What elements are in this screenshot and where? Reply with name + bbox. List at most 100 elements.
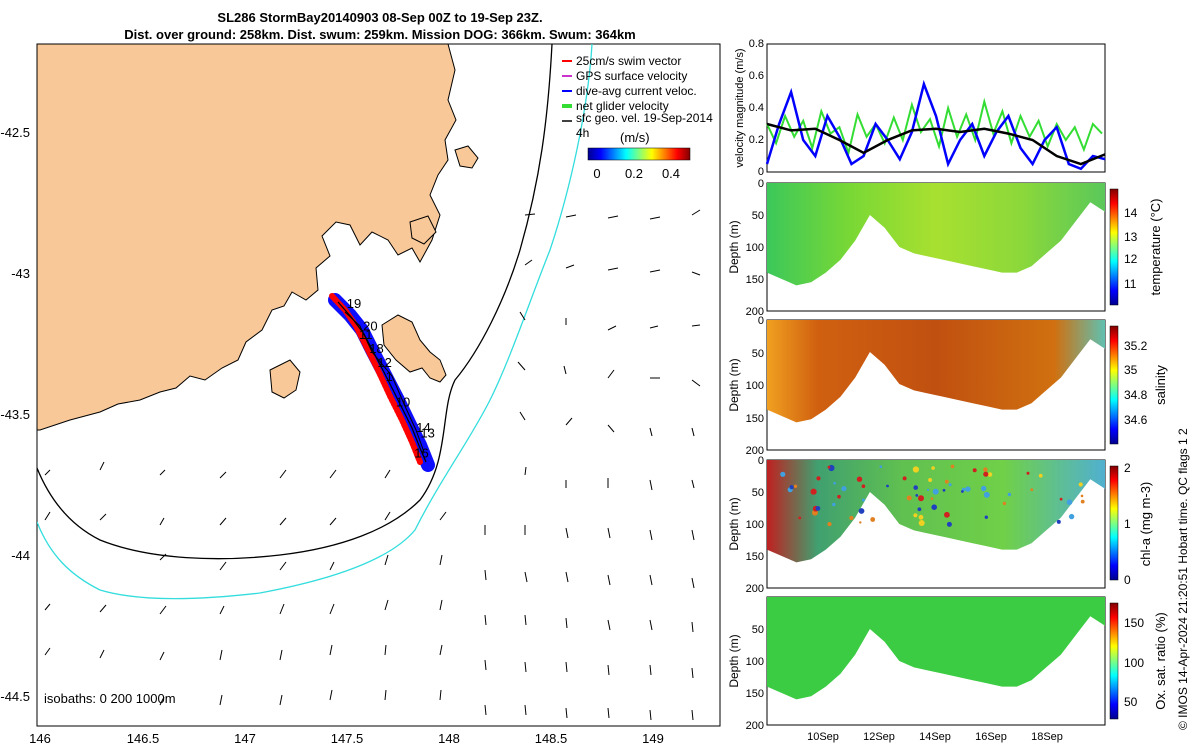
y-tick-label: 0 <box>758 166 764 178</box>
chl-sample-dot <box>832 502 836 507</box>
chl-sample-dot <box>913 485 918 490</box>
chl-sample-dot <box>1056 519 1061 524</box>
chl-sample-dot <box>1026 471 1030 475</box>
y-tick-label: 0.6 <box>749 70 764 82</box>
colorbar-tick: 100 <box>1124 656 1144 670</box>
chl-sample-dot <box>886 484 889 488</box>
chl-sample-dot <box>932 488 939 495</box>
map-legend: 25cm/s swim vector GPS surface velocity … <box>562 54 713 181</box>
chl-sample-dot <box>913 513 918 518</box>
colorbar-tick: 13 <box>1124 230 1138 244</box>
x-tick-label: 14Sep <box>919 731 951 743</box>
y-tick-label: 200 <box>746 583 764 595</box>
y-tick-label: 100 <box>746 242 764 254</box>
track-day-label: 12 <box>377 355 391 370</box>
x-tick-label: 10Sep <box>807 731 839 743</box>
chl-sample-dot <box>965 486 971 492</box>
x-tick-label: 18Sep <box>1031 731 1063 743</box>
series-line-dive-avg-velocity <box>765 79 1106 171</box>
section-fill <box>767 320 1105 423</box>
track-day-label: 19 <box>347 296 361 311</box>
y-tick-label: 100 <box>746 656 764 668</box>
colorbar-label: temperature (°C) <box>1148 199 1163 296</box>
x-tick-label: 148.5 <box>535 731 568 746</box>
track-day-label: 20 <box>363 318 377 333</box>
colorbar-tick: 34.8 <box>1124 388 1148 402</box>
chl-sample-dot <box>942 488 946 492</box>
track-day-label: 16 <box>414 445 428 460</box>
chl-sample-dot <box>879 465 883 469</box>
chl-sample-dot <box>833 481 836 485</box>
y-tick-label: -44.5 <box>0 689 30 704</box>
section-fill <box>767 460 1105 563</box>
track-day-label: 10 <box>396 395 410 410</box>
colorbar-tick: 1 <box>1124 517 1131 531</box>
series-line-mean-velocity <box>766 122 1106 166</box>
y-tick-label: 150 <box>746 688 764 700</box>
colorbar-tick: 150 <box>1124 616 1144 630</box>
chl-sample-dot <box>918 495 924 502</box>
salinity-colorbar <box>1109 325 1119 445</box>
chl-sample-dot <box>944 479 949 484</box>
chl-sample-dot <box>946 521 952 527</box>
track-day-label: 13 <box>420 426 434 441</box>
y-tick-label: 150 <box>746 551 764 563</box>
chl-sample-dot <box>983 467 988 472</box>
y-axis-label: Depth (m) <box>727 634 741 687</box>
chl-sample-dot <box>861 498 865 502</box>
legend-entry: 25cm/s swim vector <box>576 54 681 68</box>
colorbar-label: Ox. sat. ratio (%) <box>1153 612 1168 710</box>
glider-track <box>328 293 435 472</box>
chl-sample-dot <box>931 466 935 470</box>
colorbar-tick: 0.4 <box>662 166 680 181</box>
y-tick-label: 0 <box>758 315 764 327</box>
chl-sample-dot <box>789 485 794 490</box>
isobath-1000 <box>37 44 593 600</box>
x-tick-label: 12Sep <box>863 731 895 743</box>
y-tick-label: 0.4 <box>749 102 764 114</box>
chl-sample-dot <box>972 468 977 473</box>
chl-sample-dot <box>780 471 786 477</box>
chlorophyll-panel: 0 50 100 150 200 Depth (m) 0 1 2 chl-a (… <box>727 455 1153 595</box>
x-tick-label: 16Sep <box>975 731 1007 743</box>
chl-sample-dot <box>987 472 993 477</box>
colorbar-tick: 14 <box>1124 206 1138 220</box>
x-tick-label: 148 <box>438 731 460 746</box>
y-tick-label: 150 <box>746 274 764 286</box>
x-tick-label: 147.5 <box>331 731 364 746</box>
chl-sample-dot <box>928 478 933 482</box>
velocity-panel: 0 0.2 0.4 0.6 0.8 velocity magnitude (m/… <box>734 38 1106 178</box>
chl-sample-dot <box>931 504 937 511</box>
land-island <box>454 145 479 169</box>
track-day-label: 1 <box>386 369 393 384</box>
series-line-net-velocity <box>766 97 1103 157</box>
chl-sample-dot <box>827 522 832 527</box>
y-axis-label: Depth (m) <box>727 220 741 273</box>
land-mass <box>37 44 457 431</box>
chl-sample-dot <box>926 488 930 492</box>
oxygen-panel: 50 100 150 200 Depth (m) 50 100 150 Ox. … <box>727 596 1168 743</box>
chart-title-line2: Dist. over ground: 258km. Dist. swum: 25… <box>124 27 636 42</box>
oxygen-colorbar <box>1109 602 1119 720</box>
land-island <box>409 215 437 245</box>
chl-sample-dot <box>837 494 841 499</box>
chl-sample-dot <box>961 490 964 493</box>
chl-sample-dot <box>870 517 876 522</box>
y-tick-label: -43 <box>11 266 30 281</box>
chl-sample-dot <box>841 486 847 492</box>
chl-sample-dot <box>1002 501 1007 506</box>
chl-sample-dot <box>849 515 854 521</box>
colorbar-tick: 0 <box>1124 573 1131 587</box>
y-tick-label: 150 <box>746 413 764 425</box>
salinity-panel: 0 50 100 150 200 Depth (m) 34.6 34.8 35 … <box>727 315 1168 457</box>
y-tick-label: 50 <box>752 348 764 360</box>
y-axis-label: velocity magnitude (m/s) <box>734 48 746 167</box>
isobath-200 <box>37 44 553 560</box>
chl-sample-dot <box>859 521 862 524</box>
chart-title-line1: SL286 StormBay20140903 08-Sep 00Z to 19-… <box>217 10 543 25</box>
legend-entry: net glider velocity <box>576 99 669 113</box>
chl-sample-dot <box>918 520 925 526</box>
x-tick-label: 147 <box>234 731 256 746</box>
chl-sample-dot <box>1030 488 1034 492</box>
